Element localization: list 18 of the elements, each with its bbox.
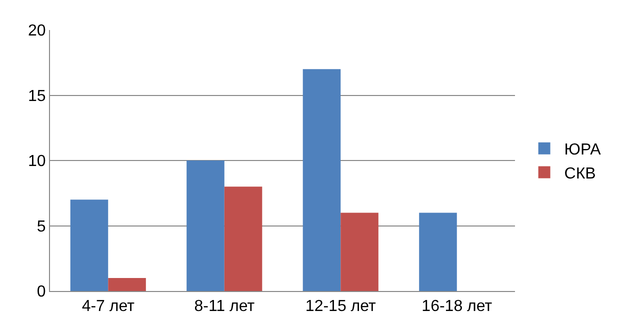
y-tick-label: 5	[36, 218, 46, 236]
bar	[419, 212, 457, 291]
bar	[224, 186, 262, 291]
bar	[340, 212, 378, 291]
bar	[108, 278, 146, 291]
x-tick-label: 16-18 лет	[422, 298, 493, 316]
y-tick-label: 20	[28, 22, 46, 40]
x-tick-label: 12-15 лет	[305, 298, 376, 316]
y-tick-label: 0	[36, 284, 46, 301]
y-tick-label: 10	[28, 153, 46, 170]
legend-label: СКВ	[564, 165, 596, 182]
y-tick-label: 15	[28, 88, 46, 105]
bar	[186, 160, 224, 291]
x-tick-label: 8-11 лет	[194, 298, 256, 316]
bar	[70, 200, 108, 291]
legend-label: ЮРА	[564, 142, 602, 159]
bar	[302, 69, 341, 291]
x-tick-label: 4-7 лет	[82, 298, 136, 316]
